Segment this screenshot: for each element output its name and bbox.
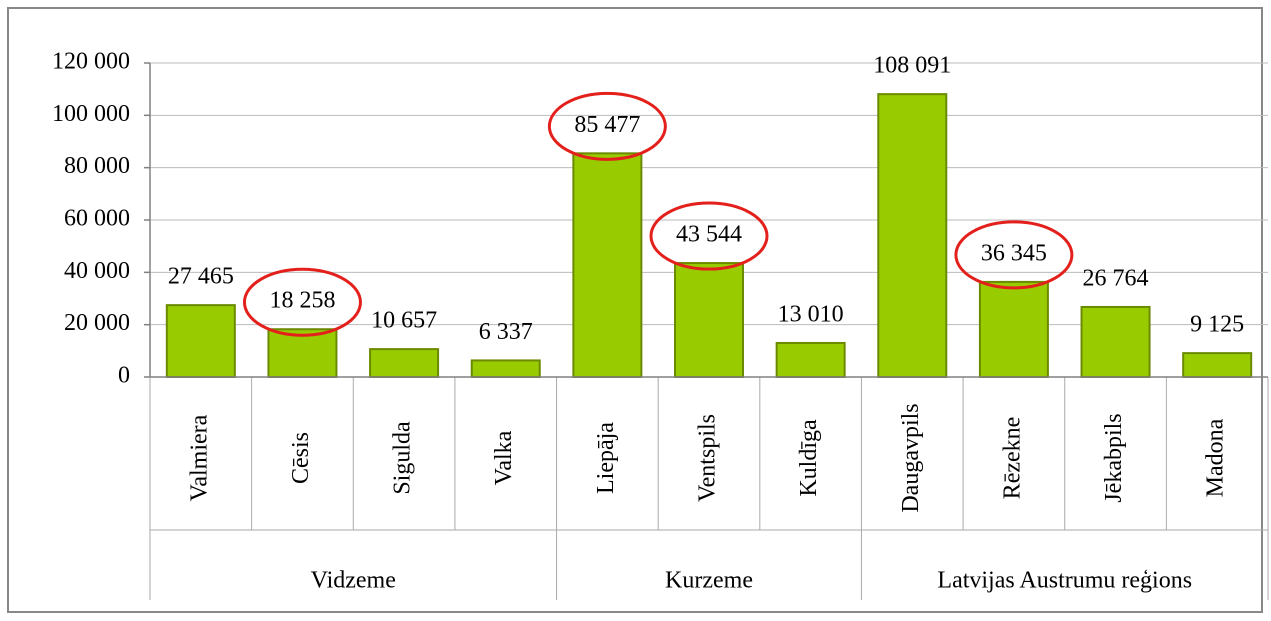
y-tick-label: 80 000	[64, 153, 130, 179]
x-tick-label: Rēzekne	[999, 417, 1025, 500]
value-label: 9 125	[1190, 312, 1244, 338]
x-tick-label: Cēsis	[288, 432, 314, 484]
y-tick-label: 60 000	[64, 206, 130, 232]
group-label: Vidzeme	[311, 568, 396, 594]
y-tick-label: 100 000	[52, 101, 130, 127]
highlight-circle	[547, 91, 667, 161]
value-label: 10 657	[371, 308, 437, 334]
group-label: Kurzeme	[665, 568, 753, 594]
bar	[1080, 305, 1151, 378]
y-tick-label: 120 000	[52, 49, 130, 75]
value-label: 18 258	[269, 288, 335, 314]
x-tick-label: Jēkabpils	[1101, 413, 1127, 502]
x-tick-label: Kuldīga	[796, 419, 822, 497]
y-tick-label: 0	[118, 363, 130, 389]
x-tick-label: Valmiera	[186, 414, 212, 501]
bar	[674, 262, 744, 379]
bar	[470, 359, 541, 378]
bar	[572, 152, 643, 378]
x-tick-label: Sigulda	[390, 421, 416, 495]
y-tick-label: 40 000	[64, 258, 130, 284]
value-label: 26 764	[1083, 265, 1149, 291]
x-tick-label: Ventspils	[695, 414, 721, 502]
value-label: 43 544	[676, 222, 742, 248]
bar	[978, 280, 1049, 378]
bar	[877, 93, 948, 378]
bar	[775, 341, 846, 378]
value-label: 6 337	[479, 319, 533, 345]
x-tick-label: Valka	[491, 430, 517, 485]
highlight-circle	[242, 267, 362, 337]
x-tick-label: Liepāja	[593, 422, 619, 494]
bar	[1182, 352, 1253, 379]
x-tick-label: Daugavpils	[898, 403, 924, 512]
value-label: 85 477	[574, 112, 640, 138]
highlight-circle	[954, 220, 1074, 290]
bar	[369, 348, 440, 379]
bar	[165, 304, 236, 378]
y-tick-label: 20 000	[64, 310, 130, 336]
group-label: Latvijas Austrumu reģions	[937, 568, 1192, 594]
value-label: 27 465	[168, 264, 234, 290]
x-tick-label: Madona	[1203, 418, 1229, 497]
value-label: 13 010	[778, 301, 844, 327]
value-label: 36 345	[981, 240, 1047, 266]
value-label: 108 091	[873, 53, 951, 79]
highlight-circle	[649, 201, 769, 271]
